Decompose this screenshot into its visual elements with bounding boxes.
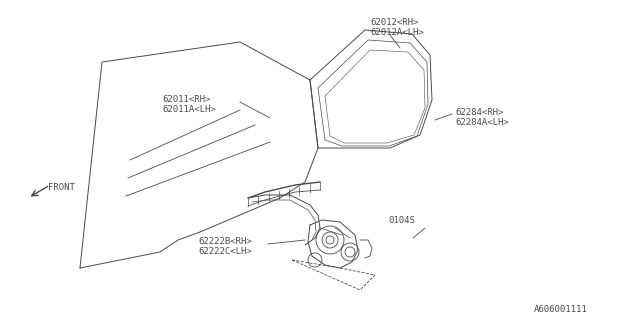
Text: FRONT: FRONT — [48, 183, 75, 192]
Text: 62011<RH>: 62011<RH> — [162, 95, 211, 104]
Text: 62284A<LH>: 62284A<LH> — [455, 118, 509, 127]
Text: A606001111: A606001111 — [534, 305, 588, 314]
Text: 0104S: 0104S — [388, 216, 415, 225]
Text: 62012<RH>: 62012<RH> — [370, 18, 419, 27]
Text: 62222B<RH>: 62222B<RH> — [198, 237, 252, 246]
Text: 62284<RH>: 62284<RH> — [455, 108, 504, 117]
Text: 62222C<LH>: 62222C<LH> — [198, 247, 252, 256]
Text: 62012A<LH>: 62012A<LH> — [370, 28, 424, 37]
Text: 62011A<LH>: 62011A<LH> — [162, 105, 216, 114]
